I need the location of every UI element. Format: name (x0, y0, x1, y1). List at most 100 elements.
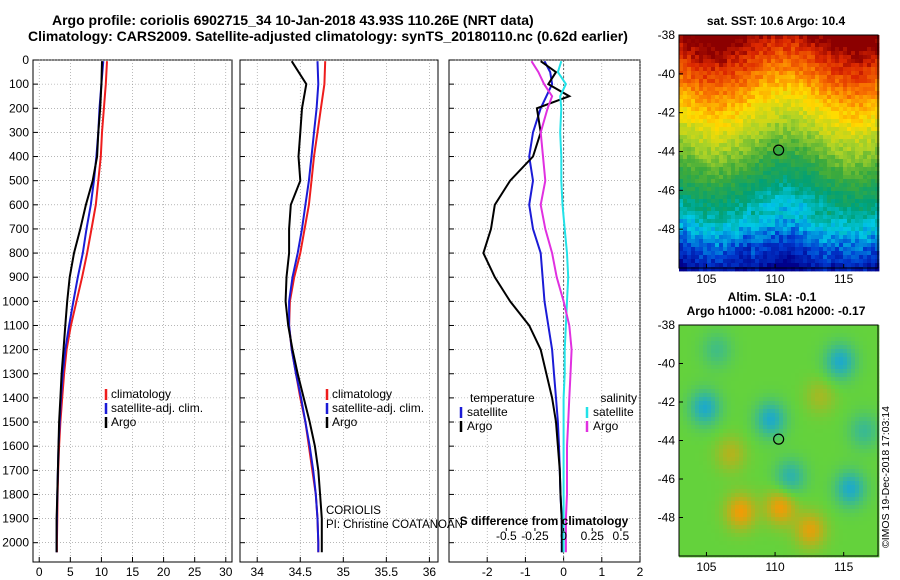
map-cell (779, 139, 784, 144)
map-cell (807, 123, 812, 128)
map-cell (755, 401, 760, 406)
map-cell (835, 389, 840, 394)
map-cell (783, 255, 788, 260)
map-cell (819, 47, 824, 52)
map-cell (791, 361, 796, 366)
map-cell (867, 457, 872, 462)
map-cell (767, 47, 772, 52)
map-cell (815, 159, 820, 164)
map-cell (863, 247, 868, 252)
map-cell (835, 195, 840, 200)
map-cell (859, 135, 864, 140)
x-tick-label: 36 (423, 565, 437, 579)
map-cell (807, 43, 812, 48)
map-cell (763, 453, 768, 458)
map-cell (803, 171, 808, 176)
map-cell (771, 433, 776, 438)
y-tick-label: 100 (9, 77, 29, 91)
map-cell (815, 345, 820, 350)
map-cell (803, 51, 808, 56)
map-cell (735, 47, 740, 52)
map-cell (759, 461, 764, 466)
map-cell (791, 183, 796, 188)
map-cell (727, 405, 732, 410)
map-cell (767, 131, 772, 136)
map-cell (703, 251, 708, 256)
map-cell (827, 135, 832, 140)
map-cell (707, 461, 712, 466)
map-cell (791, 103, 796, 108)
map-cell (827, 115, 832, 120)
map-cell (855, 389, 860, 394)
map-cell (751, 433, 756, 438)
map-cell (835, 219, 840, 224)
map-cell (711, 255, 716, 260)
map-cell (783, 223, 788, 228)
map-cell (707, 333, 712, 338)
map-cell (855, 163, 860, 168)
map-cell (771, 325, 776, 330)
map-cell (703, 401, 708, 406)
map-cell (707, 231, 712, 236)
map-cell (855, 349, 860, 354)
map-cell (763, 421, 768, 426)
map-cell (787, 107, 792, 112)
map-cell (843, 227, 848, 232)
map-cell (711, 87, 716, 92)
map-cell (747, 397, 752, 402)
map-cell (831, 95, 836, 100)
map-cell (727, 63, 732, 68)
map-cell (775, 389, 780, 394)
map-cell (803, 63, 808, 68)
map-cell (767, 243, 772, 248)
map-cell (787, 231, 792, 236)
map-cell (743, 421, 748, 426)
map-cell (807, 433, 812, 438)
map-cell (691, 369, 696, 374)
map-cell (831, 47, 836, 52)
map-cell (799, 405, 804, 410)
map-cell (803, 119, 808, 124)
map-cell (863, 349, 868, 354)
map-cell (875, 437, 880, 442)
map-cell (807, 199, 812, 204)
map-cell (735, 405, 740, 410)
map-cell (867, 461, 872, 466)
map-cell (871, 219, 876, 224)
map-cell (727, 43, 732, 48)
map-cell (699, 461, 704, 466)
map-cell (707, 341, 712, 346)
map-cell (831, 433, 836, 438)
map-cell (763, 199, 768, 204)
map-cell (703, 111, 708, 116)
map-cell (835, 215, 840, 220)
map-cell (699, 453, 704, 458)
map-cell (727, 389, 732, 394)
map-cell (867, 353, 872, 358)
map-cell (743, 401, 748, 406)
map-cell (787, 219, 792, 224)
map-cell (719, 191, 724, 196)
map-cell (759, 465, 764, 470)
map-cell (743, 465, 748, 470)
map-cell (695, 357, 700, 362)
map-cell (819, 87, 824, 92)
map-cell (819, 91, 824, 96)
map-cell (839, 147, 844, 152)
map-cell (847, 425, 852, 430)
map-cell (779, 461, 784, 466)
map-cell (875, 461, 880, 466)
map-cell (795, 187, 800, 192)
map-cell (795, 445, 800, 450)
map-cell (779, 159, 784, 164)
map-cell (755, 175, 760, 180)
map-cell (803, 365, 808, 370)
map-cell (763, 143, 768, 148)
map-cell (775, 401, 780, 406)
map-cell (731, 465, 736, 470)
map-cell (831, 453, 836, 458)
map-cell (831, 337, 836, 342)
map-cell (799, 325, 804, 330)
map-cell (695, 87, 700, 92)
map-cell (703, 51, 708, 56)
